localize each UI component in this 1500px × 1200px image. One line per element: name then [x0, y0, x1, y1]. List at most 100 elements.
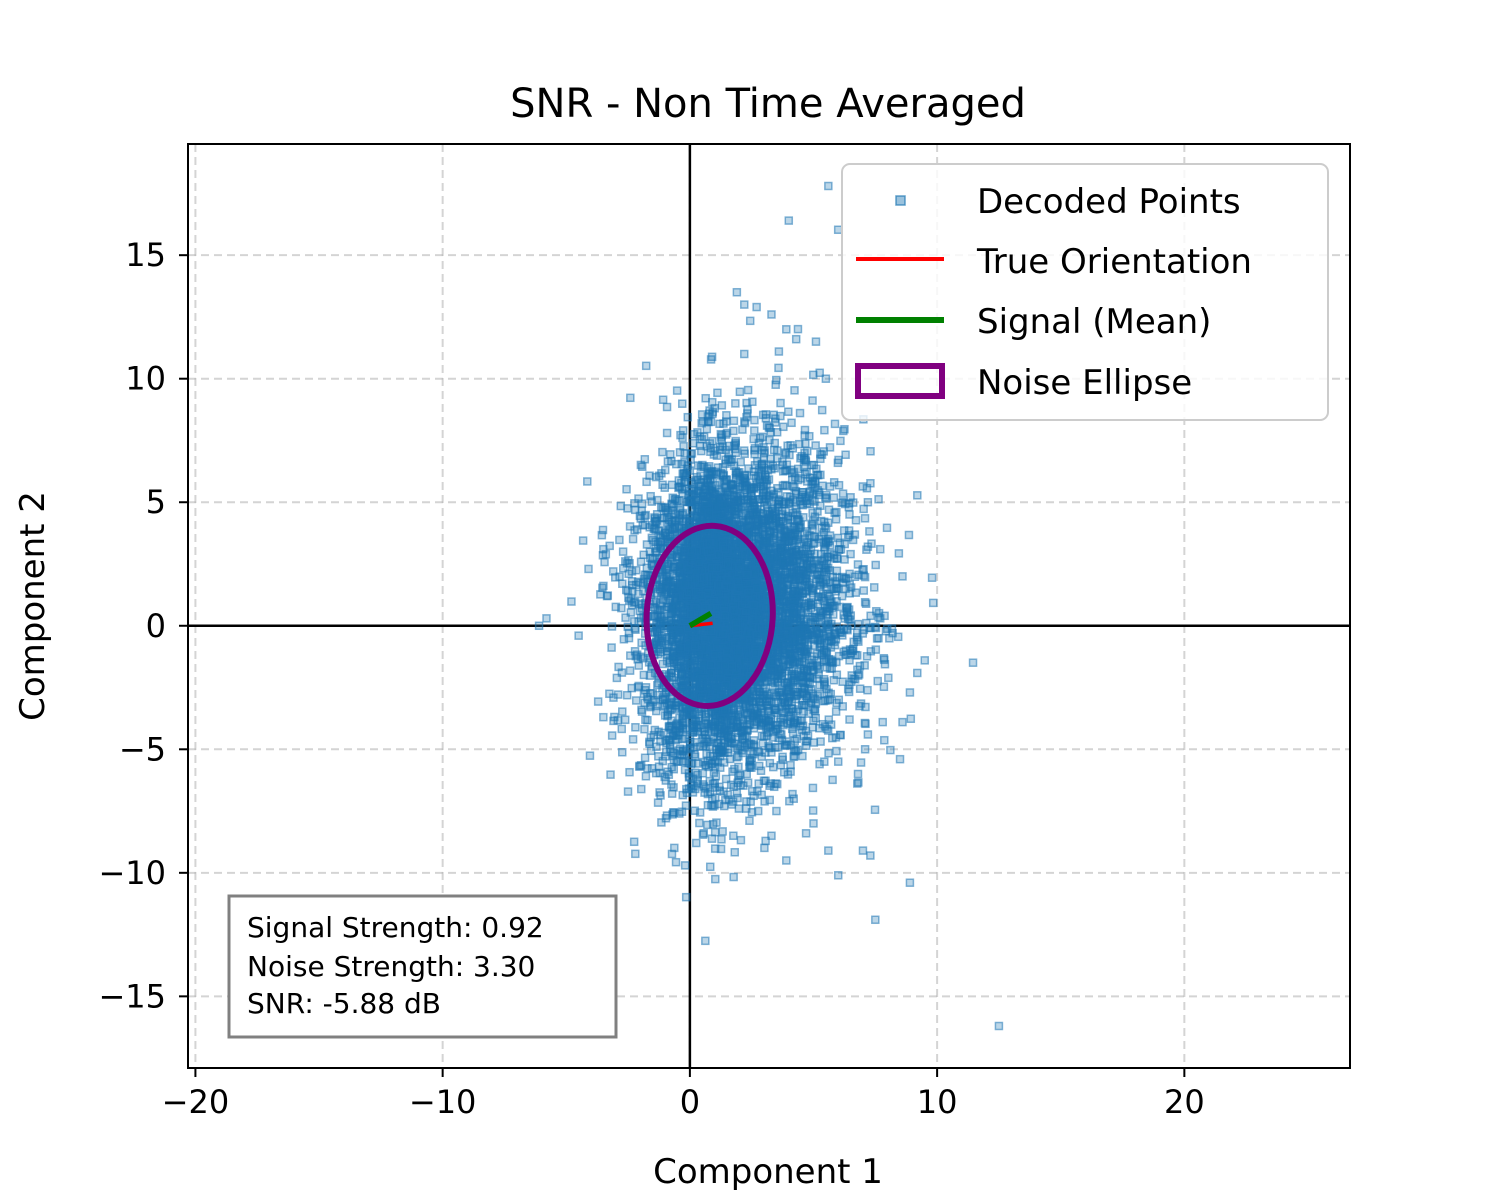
decoded-point [767, 464, 776, 474]
decoded-point [585, 751, 595, 760]
decoded-point [860, 514, 870, 523]
decoded-point [634, 617, 643, 626]
decoded-point [609, 693, 618, 702]
decoded-point [624, 555, 633, 565]
decoded-point [758, 739, 768, 748]
decoded-point [641, 361, 651, 371]
decoded-point [669, 764, 679, 774]
decoded-point [778, 695, 788, 704]
decoded-point [850, 572, 860, 582]
decoded-point [615, 535, 624, 545]
decoded-point [645, 671, 655, 680]
decoded-point [607, 731, 617, 740]
decoded-point [747, 808, 757, 817]
decoded-point [817, 405, 827, 415]
decoded-point [754, 779, 763, 788]
decoded-point [693, 428, 702, 437]
decoded-point [651, 472, 661, 482]
decoded-point [736, 835, 746, 845]
decoded-point [855, 684, 865, 693]
decoded-point [583, 477, 592, 486]
decoded-point [743, 778, 753, 787]
decoded-point [678, 790, 687, 800]
decoded-point [871, 645, 881, 654]
decoded-point [637, 784, 646, 794]
decoded-point [637, 638, 646, 648]
decoded-point [824, 748, 833, 758]
decoded-point [708, 794, 717, 804]
decoded-point [743, 385, 753, 395]
decoded-point [634, 681, 643, 691]
decoded-point [719, 801, 729, 811]
decoded-point [823, 518, 833, 527]
decoded-point [688, 438, 698, 448]
decoded-point [826, 643, 836, 652]
decoded-point [620, 715, 630, 725]
decoded-point [658, 447, 667, 457]
decoded-point [839, 426, 848, 436]
decoded-point [617, 747, 627, 757]
decoded-point [816, 737, 825, 746]
decoded-point [740, 485, 749, 495]
decoded-point [636, 460, 646, 470]
decoded-point [845, 510, 854, 519]
decoded-point [698, 734, 708, 743]
decoded-point [828, 775, 837, 785]
decoded-point [660, 483, 669, 492]
decoded-point [769, 410, 778, 420]
decoded-point [611, 602, 621, 612]
decoded-point [730, 847, 740, 857]
decoded-point [744, 464, 753, 473]
decoded-point [742, 797, 751, 806]
decoded-point [824, 505, 834, 514]
decoded-point [618, 579, 627, 589]
decoded-point [838, 677, 847, 686]
decoded-point [683, 412, 693, 422]
decoded-point [894, 549, 904, 558]
decoded-point [761, 410, 771, 419]
decoded-point [756, 766, 766, 775]
decoded-point [810, 706, 820, 716]
decoded-point [815, 759, 824, 769]
decoded-point [854, 778, 863, 787]
decoded-point [631, 849, 640, 859]
decoded-point [792, 734, 801, 744]
decoded-point [861, 599, 871, 608]
decoded-point [642, 477, 651, 487]
decoded-point [817, 450, 827, 460]
decoded-point [578, 536, 588, 545]
decoded-point [656, 737, 665, 746]
decoded-point [787, 418, 796, 428]
decoded-point [657, 818, 666, 827]
decoded-point [745, 316, 755, 326]
decoded-point [623, 504, 632, 513]
decoded-point [721, 774, 731, 784]
decoded-point [774, 363, 783, 373]
decoded-point [840, 424, 849, 434]
decoded-point [652, 706, 661, 716]
decoded-point [770, 438, 780, 448]
decoded-point [667, 480, 677, 490]
decoded-point [862, 652, 872, 661]
decoded-point [855, 661, 865, 671]
decoded-point [633, 525, 642, 534]
decoded-point [913, 668, 922, 678]
decoded-point [625, 767, 634, 777]
decoded-point [684, 564, 693, 574]
decoded-point [860, 745, 870, 754]
decoded-point [819, 674, 829, 684]
decoded-point [646, 733, 656, 742]
decoded-point [701, 936, 710, 946]
decoded-point [853, 779, 862, 788]
decoded-point [607, 622, 617, 631]
decoded-point [784, 499, 793, 509]
decoded-point [825, 482, 835, 491]
decoded-point [659, 605, 669, 615]
decoded-point [859, 586, 869, 595]
decoded-point [616, 501, 626, 511]
decoded-point [631, 505, 640, 515]
decoded-point [774, 488, 783, 497]
decoded-point [813, 507, 822, 516]
decoded-point [779, 767, 789, 777]
decoded-point [731, 448, 741, 458]
